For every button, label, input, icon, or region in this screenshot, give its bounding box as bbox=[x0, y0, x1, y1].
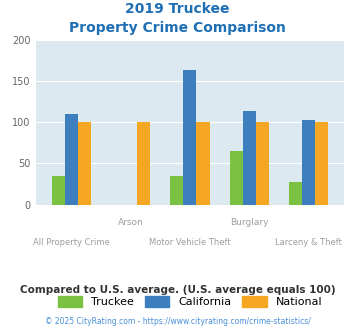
Text: Property Crime Comparison: Property Crime Comparison bbox=[69, 21, 286, 35]
Bar bbox=[315, 122, 328, 205]
Bar bbox=[243, 112, 256, 205]
Text: Larceny & Theft: Larceny & Theft bbox=[275, 238, 342, 247]
Bar bbox=[51, 176, 65, 205]
Bar bbox=[196, 122, 209, 205]
Text: Compared to U.S. average. (U.S. average equals 100): Compared to U.S. average. (U.S. average … bbox=[20, 285, 335, 295]
Text: Arson: Arson bbox=[118, 218, 143, 227]
Bar bbox=[230, 151, 243, 205]
Bar bbox=[289, 182, 302, 205]
Text: Motor Vehicle Theft: Motor Vehicle Theft bbox=[149, 238, 231, 247]
Text: © 2025 CityRating.com - https://www.cityrating.com/crime-statistics/: © 2025 CityRating.com - https://www.city… bbox=[45, 317, 310, 326]
Bar bbox=[137, 122, 150, 205]
Text: Burglary: Burglary bbox=[230, 218, 269, 227]
Bar bbox=[65, 114, 78, 205]
Text: 2019 Truckee: 2019 Truckee bbox=[125, 2, 230, 16]
Bar bbox=[256, 122, 269, 205]
Bar bbox=[184, 70, 196, 205]
Legend: Truckee, California, National: Truckee, California, National bbox=[58, 296, 322, 308]
Bar bbox=[78, 122, 91, 205]
Bar bbox=[170, 176, 184, 205]
Bar bbox=[302, 120, 315, 205]
Text: All Property Crime: All Property Crime bbox=[33, 238, 109, 247]
